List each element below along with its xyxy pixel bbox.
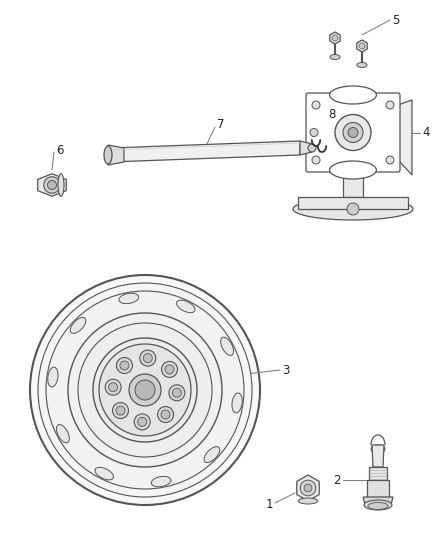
Circle shape [135,380,155,400]
Circle shape [143,353,152,362]
Circle shape [68,313,222,467]
Circle shape [38,283,252,497]
Text: 3: 3 [282,364,290,376]
Ellipse shape [104,146,112,164]
Circle shape [158,407,173,423]
Circle shape [386,156,394,164]
Circle shape [310,128,318,136]
Circle shape [140,350,156,366]
Polygon shape [108,145,124,165]
Polygon shape [367,480,389,497]
Text: 4: 4 [422,126,430,139]
Ellipse shape [298,498,318,504]
Polygon shape [363,497,393,505]
Circle shape [173,388,181,397]
Ellipse shape [204,447,220,463]
Text: 6: 6 [56,143,64,157]
Circle shape [162,361,177,377]
Polygon shape [343,175,363,197]
Ellipse shape [70,318,86,333]
Circle shape [134,414,150,430]
Ellipse shape [293,198,413,220]
Circle shape [304,484,312,492]
Circle shape [312,101,320,109]
Ellipse shape [58,174,64,196]
Text: 5: 5 [392,13,399,27]
Ellipse shape [48,367,58,387]
Circle shape [308,144,316,152]
Ellipse shape [330,161,376,179]
Circle shape [116,406,125,415]
Ellipse shape [330,54,340,60]
Polygon shape [297,475,319,501]
Circle shape [335,115,371,150]
FancyBboxPatch shape [306,93,400,172]
Ellipse shape [95,467,113,480]
Circle shape [113,402,128,418]
Ellipse shape [330,86,376,104]
Ellipse shape [232,393,242,413]
Circle shape [332,35,338,41]
Circle shape [300,480,316,496]
Ellipse shape [119,293,139,304]
Circle shape [312,156,320,164]
Polygon shape [369,467,387,480]
Ellipse shape [151,477,171,487]
Circle shape [161,410,170,419]
Circle shape [386,101,394,109]
Circle shape [99,344,191,436]
Circle shape [165,365,174,374]
Ellipse shape [57,424,69,443]
Ellipse shape [364,500,392,510]
Polygon shape [298,197,408,209]
Polygon shape [398,100,412,175]
Circle shape [47,181,57,190]
Circle shape [359,43,365,49]
Ellipse shape [357,62,367,68]
Text: 8: 8 [328,108,336,120]
Circle shape [109,383,118,392]
Polygon shape [372,445,384,467]
Ellipse shape [368,503,388,510]
Circle shape [44,177,60,193]
Text: 7: 7 [217,118,225,132]
Circle shape [348,127,358,138]
Text: 2: 2 [333,473,341,487]
Circle shape [93,338,197,442]
Circle shape [30,275,260,505]
Ellipse shape [177,300,195,313]
Text: 1: 1 [265,497,273,511]
Polygon shape [357,40,367,52]
Polygon shape [110,141,300,162]
Polygon shape [38,174,66,196]
Ellipse shape [221,337,233,356]
Circle shape [78,323,212,457]
Ellipse shape [371,445,385,453]
Circle shape [105,379,121,395]
Polygon shape [330,32,340,44]
Circle shape [129,374,161,406]
Circle shape [46,291,244,489]
Circle shape [138,417,147,426]
Circle shape [347,203,359,215]
Circle shape [117,358,132,374]
Circle shape [169,385,185,401]
Polygon shape [300,141,312,155]
Circle shape [343,123,363,142]
Circle shape [120,361,129,370]
